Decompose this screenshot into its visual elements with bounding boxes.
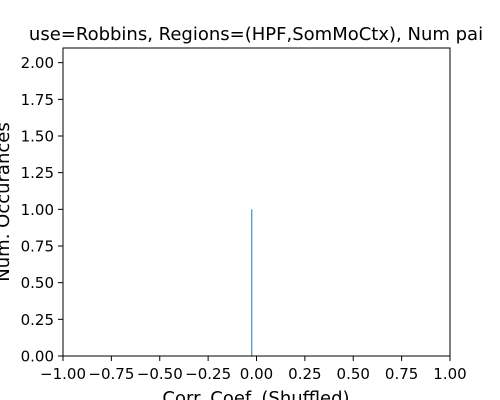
x-tick-label-7: 0.75 — [385, 365, 418, 383]
x-tick-label-2: −0.50 — [137, 365, 183, 383]
x-axis-title: Corr. Coef. (Shuffled) — [162, 388, 349, 400]
x-tick-label-1: −0.75 — [88, 365, 134, 383]
y-tick-label-5: 1.25 — [21, 164, 54, 182]
chart-title: use=Robbins, Regions=(HPF,SomMoCtx), Num… — [29, 24, 483, 45]
y-tick-label-8: 2.00 — [21, 54, 54, 72]
x-tick-label-3: −0.25 — [185, 365, 231, 383]
y-tick-label-4: 1.00 — [21, 201, 54, 219]
plot-area — [62, 47, 451, 357]
x-tick-label-0: −1.00 — [40, 365, 86, 383]
x-axis-ticks: −1.00 −0.75 −0.50 −0.25 0.00 0.25 0.50 0.75 1.00 — [40, 356, 467, 383]
y-tick-label-6: 1.50 — [21, 128, 54, 146]
bars-layer — [251, 209, 253, 356]
y-axis-title: Num. Occurances — [0, 122, 14, 281]
plot-background — [63, 48, 450, 356]
y-tick-label-0: 0.00 — [21, 348, 54, 366]
y-tick-label-7: 1.75 — [21, 91, 54, 109]
histogram-bar-0 — [251, 209, 253, 356]
x-tick-label-5: 0.25 — [288, 365, 321, 383]
y-axis-ticks: 0.00 0.25 0.50 0.75 1.00 1.25 1.50 1.75 2.00 — [21, 54, 63, 366]
y-tick-label-1: 0.25 — [21, 311, 54, 329]
x-tick-label-6: 0.50 — [337, 365, 370, 383]
y-tick-label-3: 0.75 — [21, 238, 54, 256]
x-tick-label-8: 1.00 — [433, 365, 466, 383]
y-tick-label-2: 0.50 — [21, 274, 54, 292]
x-tick-label-4: 0.00 — [240, 365, 273, 383]
